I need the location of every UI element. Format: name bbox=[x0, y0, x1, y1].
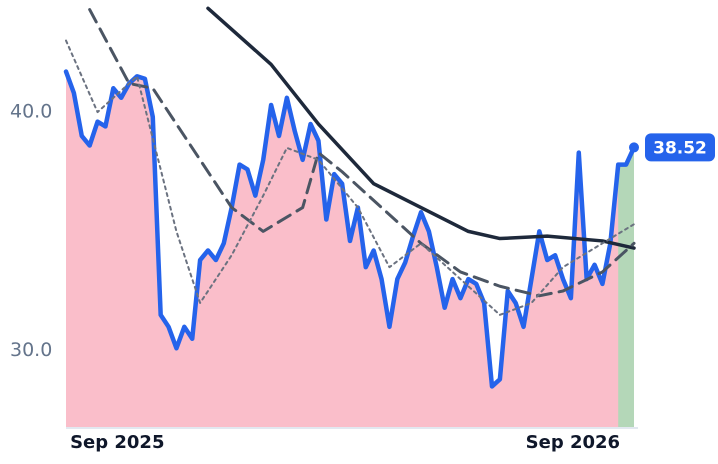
y-tick-label: 40.0 bbox=[10, 101, 52, 123]
area bbox=[618, 147, 634, 427]
line bbox=[88, 8, 636, 298]
line bbox=[63, 69, 637, 389]
x-tick-label: Sep 2025 bbox=[70, 432, 164, 453]
area bbox=[66, 71, 634, 428]
line bbox=[65, 39, 635, 316]
value-label: 38.52 bbox=[653, 138, 707, 158]
last-point bbox=[629, 142, 639, 153]
x-tick-label: Sep 2026 bbox=[526, 432, 620, 453]
line bbox=[206, 6, 636, 250]
area-layer bbox=[66, 71, 634, 428]
value-badge bbox=[645, 133, 715, 162]
line-layer bbox=[63, 6, 637, 389]
y-tick-label: 30.0 bbox=[10, 339, 52, 361]
